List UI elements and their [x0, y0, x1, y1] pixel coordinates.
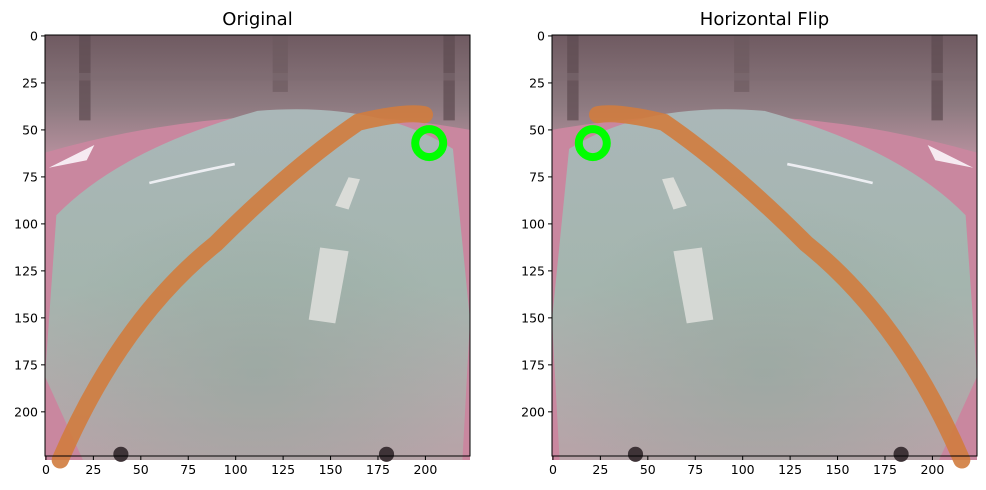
x-tick-label: 75	[687, 462, 703, 477]
x-tick-label: 100	[731, 462, 755, 477]
x-tick-label: 125	[271, 462, 295, 477]
x-tick-label: 150	[319, 462, 343, 477]
y-tick-label: 0	[30, 28, 38, 43]
y-tick-label: 150	[14, 310, 38, 325]
y-tick-label: 25	[22, 75, 38, 90]
x-tick-label: 150	[826, 462, 850, 477]
x-tick-label: 125	[778, 462, 802, 477]
x-tick-label: 100	[224, 462, 248, 477]
y-tick-label: 200	[14, 404, 38, 419]
x-tick-label: 200	[920, 462, 944, 477]
y-axis-ticks: 0 25 50 75 100 125 150 175 200	[14, 28, 45, 419]
marker-ring	[411, 125, 448, 162]
x-tick-label: 0	[42, 462, 50, 477]
x-tick-label: 75	[180, 462, 196, 477]
x-tick-label: 25	[592, 462, 608, 477]
x-tick-label: 25	[85, 462, 101, 477]
x-tick-label: 175	[366, 462, 390, 477]
x-axis-ticks: 0 25 50 75 100 125 150 175 200	[549, 456, 944, 477]
y-tick-label: 175	[521, 357, 545, 372]
panel-image	[45, 35, 470, 462]
x-tick-label: 0	[549, 462, 557, 477]
x-tick-label: 50	[640, 462, 656, 477]
y-tick-label: 25	[529, 75, 545, 90]
y-tick-label: 0	[537, 28, 545, 43]
x-axis-ticks: 0 25 50 75 100 125 150 175 200	[42, 456, 437, 477]
y-tick-label: 50	[529, 122, 545, 137]
y-tick-label: 150	[521, 310, 545, 325]
y-tick-label: 175	[14, 357, 38, 372]
panel-horizontal-flip: Horizontal Flip 0 25 50 75 100 125 150 175 200 0…	[521, 9, 977, 477]
panel-original: Original 0 25 50 75 100 125 150 175 200 0 25 50 75 1…	[14, 9, 470, 477]
y-tick-label: 100	[14, 216, 38, 231]
axes-frame	[551, 34, 978, 457]
y-tick-label: 125	[14, 263, 38, 278]
marker-ring	[574, 125, 611, 162]
y-tick-label: 200	[521, 404, 545, 419]
y-tick-label: 50	[22, 122, 38, 137]
panel-title: Horizontal Flip	[700, 9, 829, 30]
x-tick-label: 50	[133, 462, 149, 477]
panel-title: Original	[222, 9, 292, 30]
x-tick-label: 175	[873, 462, 897, 477]
y-tick-label: 100	[521, 216, 545, 231]
y-tick-label: 75	[529, 169, 545, 184]
axes-frame	[44, 34, 471, 457]
y-tick-label: 75	[22, 169, 38, 184]
panel-image	[552, 35, 977, 462]
y-tick-label: 125	[521, 263, 545, 278]
y-axis-ticks: 0 25 50 75 100 125 150 175 200	[521, 28, 552, 419]
x-tick-label: 200	[413, 462, 437, 477]
